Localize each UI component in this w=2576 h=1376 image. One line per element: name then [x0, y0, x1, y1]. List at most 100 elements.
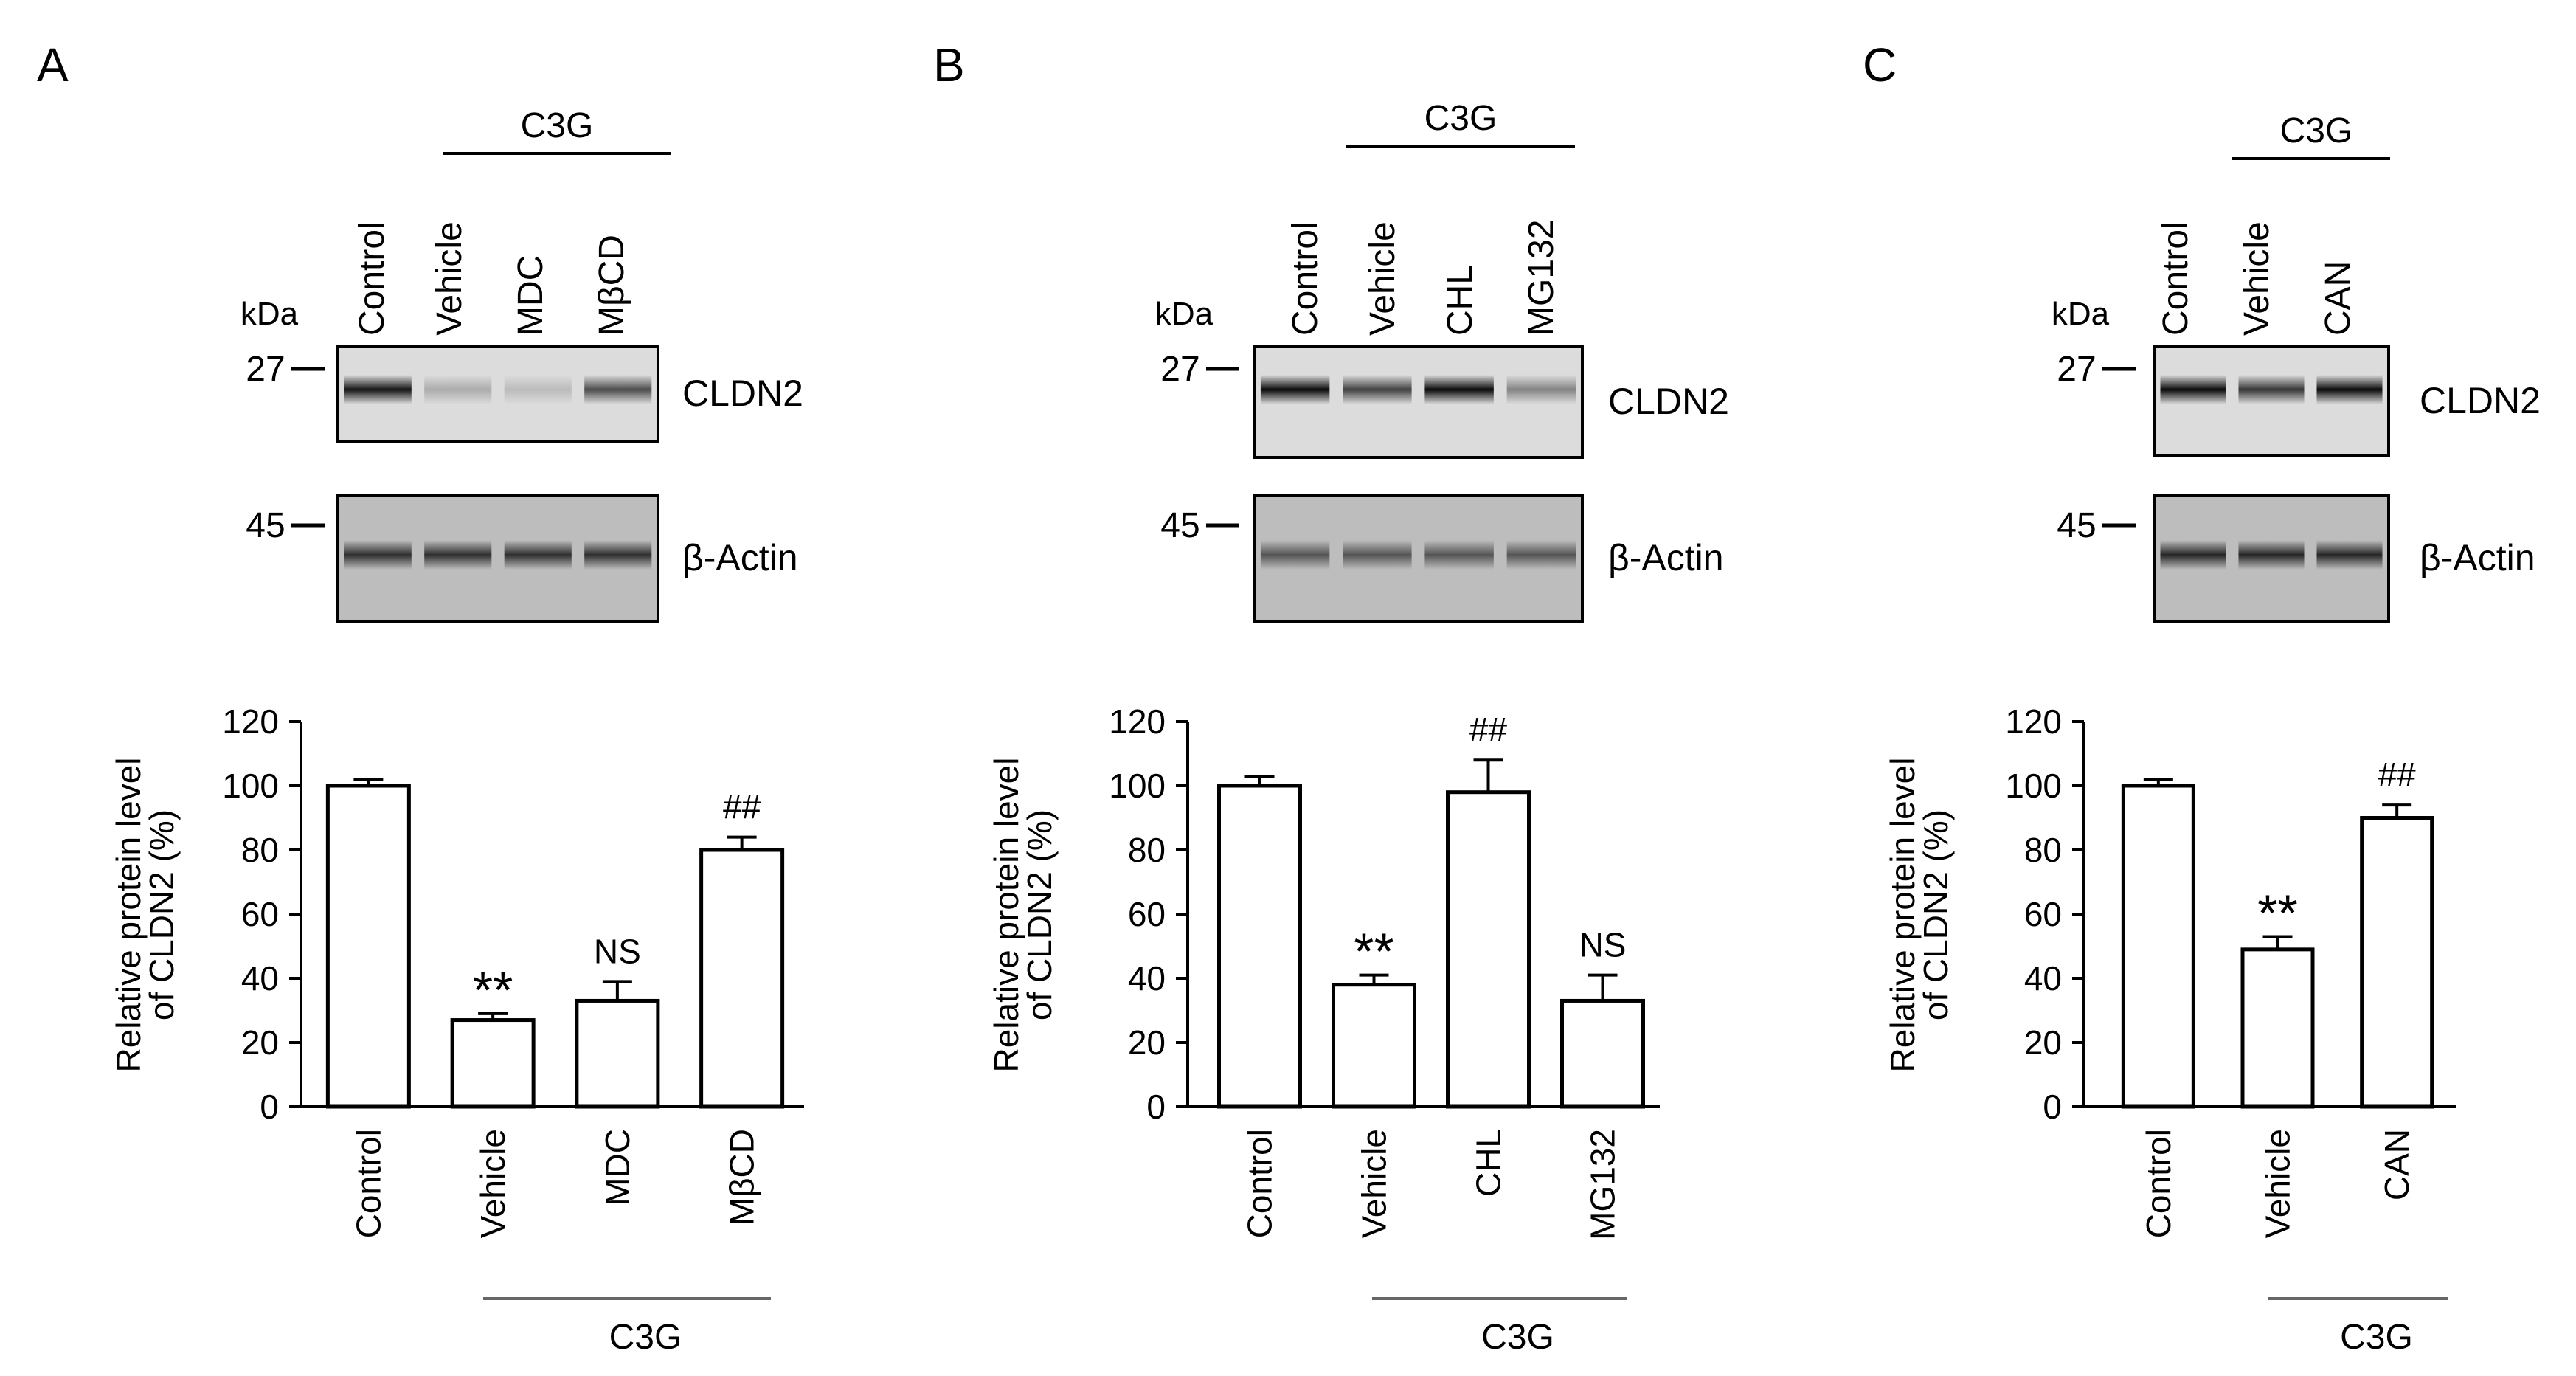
bar — [2240, 947, 2315, 1109]
blot-label: β-Actin — [682, 537, 798, 578]
group-label: C3G — [2340, 1318, 2413, 1357]
blot-band — [504, 375, 572, 404]
significance-label: ## — [1469, 711, 1508, 749]
y-axis-label: of CLDN2 (%) — [1020, 809, 1059, 1020]
significance-label: ** — [473, 961, 513, 1019]
y-axis-label: Relative protein level — [1883, 757, 1922, 1072]
kda-label: kDa — [240, 296, 299, 332]
panel-C: C C3G Control Vehicle CAN kDa CLDN2 27 β-Actin 45 — [1863, 38, 2541, 623]
lane-label: Vehicle — [2237, 221, 2276, 336]
significance-label: NS — [594, 932, 641, 970]
y-axis-label: of CLDN2 (%) — [142, 809, 181, 1020]
marker-value: 45 — [246, 506, 285, 545]
lane-label: Control — [353, 221, 392, 336]
lane-label: CAN — [2319, 261, 2358, 336]
bar — [325, 784, 411, 1109]
x-tick-label: CHL — [1469, 1129, 1508, 1197]
significance-label: ** — [1354, 923, 1393, 981]
blot-band — [424, 375, 492, 404]
y-tick-label: 20 — [241, 1023, 279, 1062]
blot-band — [2160, 375, 2226, 404]
blot-band — [2316, 540, 2383, 570]
significance-label: ## — [723, 788, 761, 826]
y-axis-label: of CLDN2 (%) — [1917, 809, 1955, 1020]
y-tick-label: 0 — [2043, 1088, 2062, 1126]
y-tick-label: 80 — [241, 831, 279, 869]
y-tick-label: 40 — [1128, 959, 1166, 998]
blot-label: CLDN2 — [2420, 380, 2541, 421]
blot-band — [2160, 540, 2226, 570]
x-tick-label: Vehicle — [2259, 1129, 2297, 1238]
bar — [1332, 983, 1416, 1109]
blot-band — [2316, 375, 2383, 404]
y-tick-label: 60 — [241, 895, 279, 933]
y-tick-label: 120 — [222, 702, 279, 741]
panel-letter: A — [37, 38, 69, 91]
y-axis-label: Relative protein level — [987, 757, 1025, 1072]
treatment-label: C3G — [1424, 99, 1498, 138]
lane-label: Control — [1286, 221, 1325, 336]
y-tick-label: 80 — [1128, 831, 1166, 869]
blot-band — [344, 540, 412, 570]
y-tick-label: 20 — [2024, 1023, 2062, 1062]
blot-band — [584, 540, 652, 570]
y-tick-label: 100 — [222, 767, 279, 805]
blot-band — [1343, 375, 1412, 404]
bar — [699, 848, 785, 1109]
y-tick-label: 0 — [260, 1088, 279, 1126]
bar — [1217, 784, 1302, 1109]
y-tick-label: 80 — [2024, 831, 2062, 869]
marker-value: 45 — [1160, 506, 1199, 545]
treatment-label: C3G — [521, 106, 594, 145]
blot-label: CLDN2 — [1608, 381, 1729, 422]
treatment-label: C3G — [2280, 111, 2353, 151]
blot-band — [1260, 375, 1330, 404]
panel-letter: B — [933, 38, 965, 91]
y-tick-label: 100 — [1109, 767, 1166, 805]
marker-value: 45 — [2057, 506, 2096, 545]
panel-B: B C3G Control Vehicle CHL MG132 kDa CLDN2 27 β-Ac… — [933, 38, 1729, 623]
bar — [575, 998, 660, 1109]
lane-label: MG132 — [1522, 220, 1561, 336]
panel-A: A C3G Control Vehicle MDC MβCD kDa CLDN2 27 β-Act… — [37, 38, 803, 623]
group-label: C3G — [1481, 1318, 1554, 1357]
blot-label: CLDN2 — [682, 373, 803, 414]
blot-label: β-Actin — [1608, 537, 1724, 578]
blot-band — [584, 375, 652, 404]
y-tick-label: 60 — [2024, 895, 2062, 933]
y-tick-label: 20 — [1128, 1023, 1166, 1062]
y-tick-label: 60 — [1128, 895, 1166, 933]
blot-band — [1506, 540, 1576, 570]
panel-letter: C — [1863, 38, 1897, 91]
bar — [2360, 816, 2434, 1109]
lane-label: MDC — [511, 255, 550, 336]
blot-label: β-Actin — [2420, 537, 2535, 578]
lane-label: Vehicle — [430, 221, 469, 336]
x-tick-label: MβCD — [723, 1129, 761, 1225]
y-tick-label: 40 — [2024, 959, 2062, 998]
y-axis-label: Relative protein level — [109, 757, 148, 1072]
kda-label: kDa — [1155, 296, 1213, 332]
blot-band — [1506, 375, 1576, 404]
marker-value: 27 — [1160, 350, 1199, 389]
x-tick-label: Control — [2139, 1129, 2178, 1238]
marker-value: 27 — [246, 350, 285, 389]
bar-chart-1: 0 20 40 60 80 100 120 Relative protein levelof … — [987, 702, 1660, 1357]
bar-chart-0: 0 20 40 60 80 100 120 Relative protein levelof … — [109, 702, 804, 1357]
y-tick-label: 120 — [1109, 702, 1166, 741]
marker-value: 27 — [2057, 350, 2096, 389]
bar — [2121, 784, 2195, 1109]
kda-label: kDa — [2052, 296, 2110, 332]
x-tick-label: MG132 — [1584, 1129, 1622, 1240]
group-label: C3G — [609, 1318, 682, 1357]
bar — [450, 1018, 536, 1109]
x-tick-label: Control — [1241, 1129, 1279, 1238]
bar — [1446, 790, 1531, 1109]
x-tick-label: CAN — [2378, 1129, 2416, 1200]
blot-band — [344, 375, 412, 404]
lane-label: Control — [2156, 221, 2195, 336]
x-tick-label: Vehicle — [474, 1129, 512, 1238]
y-tick-label: 40 — [241, 959, 279, 998]
blot-band — [1343, 540, 1412, 570]
